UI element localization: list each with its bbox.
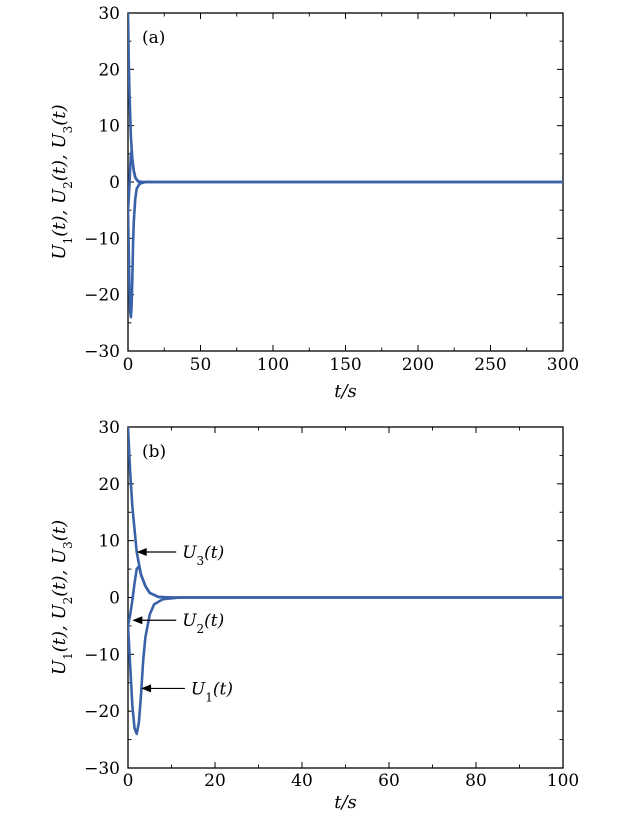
y-tick-label: 0 bbox=[109, 173, 120, 193]
chart-panel-a: 0 50 100 150 200 250 300 −30 −20 −10 0 10 20 30 t/s U1(… bbox=[49, 4, 579, 402]
x-tick-label: 300 bbox=[547, 355, 579, 375]
y-tick-label: −20 bbox=[84, 702, 120, 722]
x-tick-label: 100 bbox=[547, 771, 579, 791]
panel-label: (b) bbox=[142, 442, 166, 462]
y-tick-label: 20 bbox=[98, 60, 120, 80]
series-line-u1 bbox=[128, 180, 563, 319]
x-tick-label: 250 bbox=[474, 355, 506, 375]
x-axis-label: t/s bbox=[334, 381, 357, 402]
x-tick-label: 40 bbox=[291, 771, 313, 791]
x-tick-label: 60 bbox=[378, 771, 400, 791]
x-tick-label: 0 bbox=[123, 355, 134, 375]
annotation-label: U3(t) bbox=[182, 543, 224, 568]
arrowhead-icon bbox=[141, 684, 152, 693]
x-tick-label: 50 bbox=[190, 355, 212, 375]
panel-label: (a) bbox=[142, 28, 165, 48]
annotation-label: U1(t) bbox=[191, 679, 233, 704]
y-tick-label: −10 bbox=[84, 645, 120, 665]
y-tick-label: −30 bbox=[84, 759, 120, 779]
y-tick-label: −20 bbox=[84, 286, 120, 306]
annotation-label: U2(t) bbox=[182, 611, 224, 636]
y-tick-label: 10 bbox=[98, 117, 120, 137]
arrowhead-icon bbox=[132, 616, 143, 625]
y-tick-label: 30 bbox=[98, 418, 120, 438]
series-line-u1t bbox=[128, 596, 563, 736]
x-tick-label: 150 bbox=[329, 355, 361, 375]
y-tick-label: 0 bbox=[109, 589, 120, 609]
y-tick-label: −10 bbox=[84, 229, 120, 249]
x-tick-label: 0 bbox=[123, 771, 134, 791]
y-axis-label: U1(t), U2(t), U3(t) bbox=[49, 104, 75, 259]
arrowhead-icon bbox=[136, 548, 147, 557]
x-tick-label: 80 bbox=[465, 771, 487, 791]
y-tick-label: 30 bbox=[98, 4, 120, 24]
series-line-u2 bbox=[128, 149, 563, 211]
y-tick-label: −30 bbox=[84, 342, 120, 362]
y-tick-label: 20 bbox=[98, 475, 120, 495]
y-axis-label: U1(t), U2(t), U3(t) bbox=[49, 520, 75, 675]
x-tick-label: 100 bbox=[257, 355, 289, 375]
x-tick-label: 20 bbox=[204, 771, 226, 791]
series-line-u3 bbox=[128, 12, 563, 184]
x-tick-label: 200 bbox=[402, 355, 434, 375]
chart-panel-b: 0 20 40 60 80 100 −30 −20 −10 0 10 20 30 t/s U1(t), U2… bbox=[49, 418, 579, 813]
series-line-u3t bbox=[128, 426, 563, 599]
y-tick-label: 10 bbox=[98, 532, 120, 552]
x-axis-label: t/s bbox=[334, 792, 357, 813]
